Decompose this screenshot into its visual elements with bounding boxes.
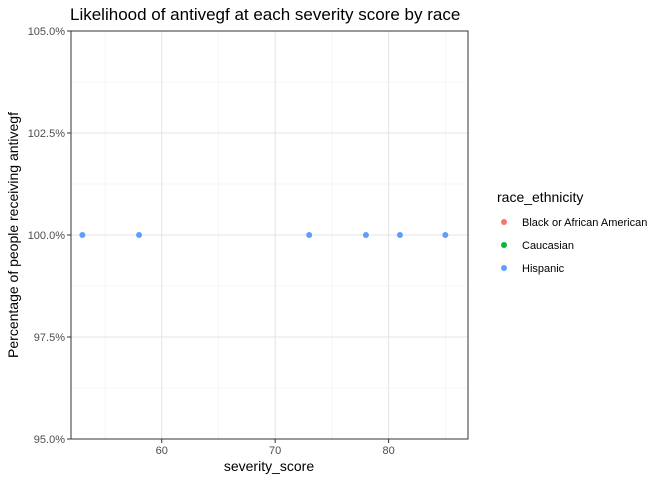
y-tick-label: 97.5% (34, 332, 65, 344)
legend-key (501, 242, 507, 248)
x-tick-label: 80 (382, 445, 394, 457)
y-tick-label: 100.0% (28, 230, 66, 242)
y-axis-ticks: 95.0% 97.5% 100.0% 102.5% 105.0% (28, 26, 71, 446)
y-axis-title: Percentage of people receiving antivegf (5, 112, 21, 358)
grid-major (71, 30, 468, 440)
legend-entries: Black or African American Caucasian Hispan… (501, 217, 647, 275)
data-point (79, 232, 86, 238)
legend-title: race_ethnicity (497, 189, 583, 205)
legend-label: Black or African American (522, 217, 647, 229)
y-tick-label: 95.0% (34, 434, 65, 446)
data-point (442, 232, 449, 238)
legend: race_ethnicity Black or African American… (497, 189, 647, 275)
y-tick-label: 102.5% (28, 128, 66, 140)
legend-key (501, 219, 507, 225)
legend-key (501, 265, 507, 271)
x-axis-ticks: 60 70 80 (156, 439, 395, 457)
chart-title: Likelihood of antivegf at each severity … (70, 5, 460, 24)
data-point (306, 232, 313, 238)
data-point (362, 232, 369, 238)
data-point (396, 232, 403, 238)
data-points (79, 232, 449, 238)
x-axis-title: severity_score (224, 458, 314, 474)
y-tick-label: 105.0% (28, 26, 66, 38)
legend-label: Hispanic (522, 263, 565, 275)
legend-label: Caucasian (522, 240, 574, 252)
data-point (136, 232, 143, 238)
x-tick-label: 60 (156, 445, 168, 457)
plot-panel (70, 30, 469, 440)
x-tick-label: 70 (269, 445, 281, 457)
